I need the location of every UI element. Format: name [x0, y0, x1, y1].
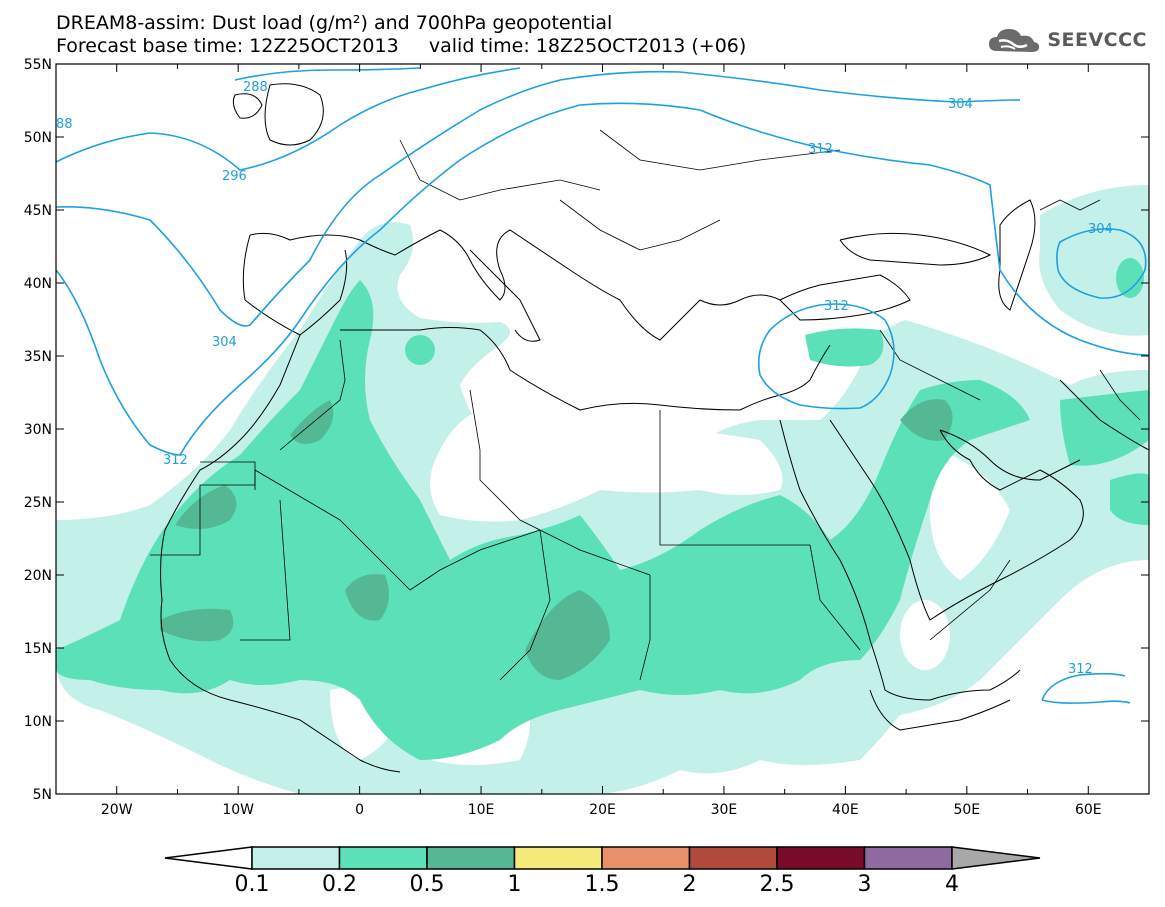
dust-field — [56, 185, 1149, 794]
latitude-labels: 55N 50N 45N 40N 35N 30N 25N 20N 15N 10N 5N — [24, 57, 52, 803]
longitude-tick-label: 20W — [101, 802, 133, 818]
latitude-tick-label: 20N — [24, 568, 52, 584]
colorbar-label: 0.2 — [322, 872, 357, 897]
colorbar-cell — [863, 846, 953, 870]
contour-label: 296 — [222, 169, 247, 184]
longitude-tick-label: 20E — [589, 802, 616, 818]
graticule-ticks — [55, 63, 1150, 795]
country-borders — [150, 129, 1141, 681]
latitude-tick-label: 35N — [24, 349, 52, 365]
colorbar-label: 0.1 — [234, 872, 270, 897]
colorbar — [164, 846, 1041, 870]
latitude-tick-label: 50N — [24, 130, 52, 146]
latitude-tick-label: 55N — [24, 57, 52, 73]
contour-labels: 288 88 296 304 304 312 312 304 312 312 — [56, 80, 1113, 677]
coastlines — [160, 83, 1149, 773]
forecast-time-line: Forecast base time: 12Z25OCT2013 valid t… — [56, 35, 747, 57]
longitude-labels: 20W 10W 0 10E 20E 30E 40E 50E 60E — [101, 802, 1102, 818]
dust-layer-0-5 — [160, 399, 953, 680]
longitude-tick-label: 50E — [953, 802, 980, 818]
colorbar-label: 3 — [857, 872, 872, 897]
longitude-tick-label: 10W — [222, 802, 254, 818]
cloud-icon — [989, 29, 1040, 52]
contour-label: 312 — [163, 453, 188, 468]
map-frame — [55, 63, 1150, 795]
colorbar-cell — [601, 846, 691, 870]
latitude-tick-label: 15N — [24, 641, 52, 657]
dust-layer-0-2 — [56, 258, 1149, 760]
geopotential-contours — [56, 67, 1149, 704]
contour-label: 288 — [243, 80, 268, 95]
contour-label: 304 — [948, 97, 973, 112]
contour-label: 312 — [1068, 662, 1093, 677]
latitude-tick-label: 25N — [24, 495, 52, 511]
colorbar-cell — [426, 846, 516, 870]
colorbar-cell — [776, 846, 866, 870]
colorbar-label: 1 — [507, 872, 522, 897]
longitude-tick-label: 10E — [468, 802, 495, 818]
longitude-tick-label: 60E — [1075, 802, 1102, 818]
contour-label: 88 — [56, 117, 73, 132]
latitude-tick-label: 10N — [24, 714, 52, 730]
contour-label: 304 — [1088, 222, 1113, 237]
contour-label: 304 — [212, 335, 237, 350]
latitude-tick-label: 30N — [24, 422, 52, 438]
colorbar-cell — [338, 846, 428, 870]
colorbar-cell — [688, 846, 778, 870]
seevccc-logo: SEEVCCC — [987, 20, 1147, 60]
colorbar-high-arrow — [951, 846, 1041, 870]
latitude-tick-label: 45N — [24, 203, 52, 219]
colorbar-label: 2 — [682, 872, 697, 897]
logo-text: SEEVCCC — [1047, 29, 1147, 51]
colorbar-cell — [513, 846, 603, 870]
longitude-tick-label: 30E — [711, 802, 738, 818]
colorbar-low-arrow — [164, 846, 253, 870]
colorbar-cell — [251, 846, 341, 870]
contour-label: 312 — [824, 299, 849, 314]
colorbar-label: 0.5 — [409, 872, 445, 897]
colorbar-label: 4 — [945, 872, 959, 897]
longitude-tick-label: 40E — [832, 802, 859, 818]
colorbar-label: 1.5 — [584, 872, 620, 897]
colorbar-label: 2.5 — [759, 872, 795, 897]
map-title: DREAM8-assim: Dust load (g/m²) and 700hP… — [56, 12, 613, 34]
longitude-tick-label: 0 — [355, 802, 364, 818]
latitude-tick-label: 5N — [33, 787, 52, 803]
contour-label: 312 — [808, 142, 833, 157]
latitude-tick-label: 40N — [24, 276, 52, 292]
